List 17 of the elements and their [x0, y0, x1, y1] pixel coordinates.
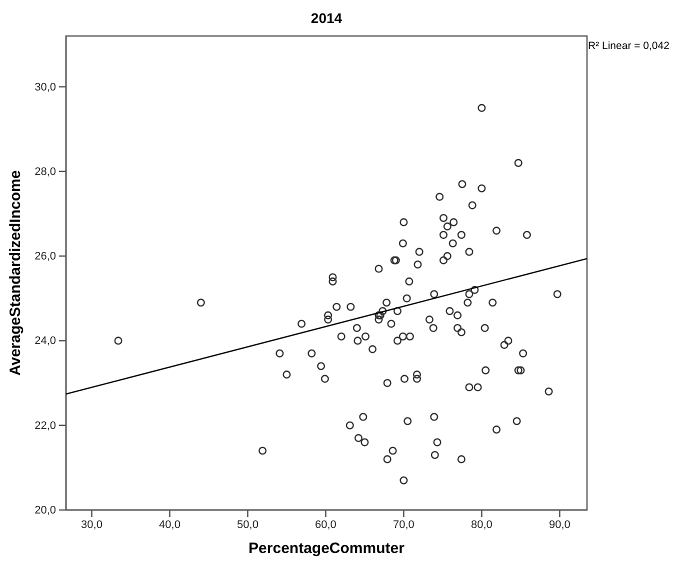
x-tick-label: 80,0	[470, 518, 492, 531]
chart-title: 2014	[310, 10, 342, 26]
y-tick-label: 20,0	[34, 504, 56, 517]
x-tick-label: 40,0	[159, 518, 180, 531]
y-axis-title: AverageStandardizedIncome	[7, 170, 24, 376]
x-tick-label: 30,0	[81, 518, 102, 531]
x-tick-label: 70,0	[393, 518, 414, 531]
text: R² Linear = 0,042	[588, 40, 670, 52]
x-tick-label: 60,0	[315, 518, 336, 531]
x-axis-title: PercentageCommuter	[248, 540, 405, 557]
y-tick-label: 26,0	[34, 250, 56, 263]
y-tick-label: 24,0	[34, 335, 56, 348]
y-tick-label: 22,0	[34, 420, 56, 432]
y-tick-label: 30,0	[34, 81, 56, 94]
x-tick-label: 50,0	[237, 518, 258, 531]
y-tick-label: 28,0	[34, 166, 56, 178]
x-tick-label: 90,0	[548, 518, 570, 531]
